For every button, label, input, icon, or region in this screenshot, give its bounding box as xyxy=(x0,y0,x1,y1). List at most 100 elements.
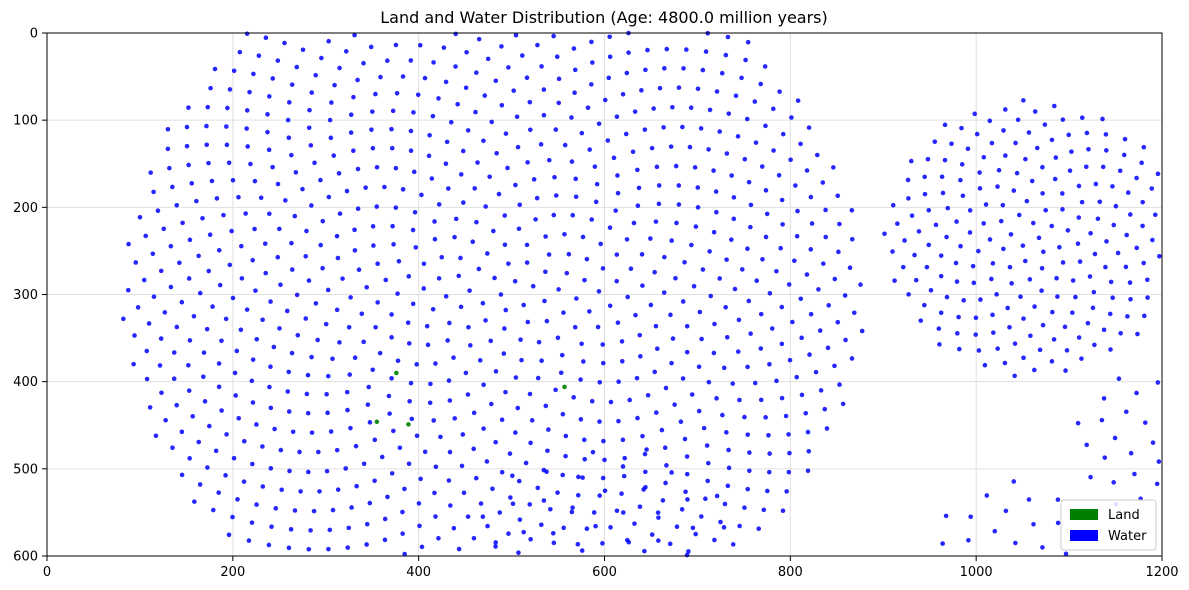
water-point xyxy=(236,194,241,200)
water-point xyxy=(706,460,711,466)
water-point xyxy=(686,549,691,554)
water-point xyxy=(1063,368,1068,373)
water-point xyxy=(254,502,259,507)
water-point xyxy=(251,71,256,77)
water-point xyxy=(639,252,645,257)
water-point xyxy=(722,501,728,507)
water-point xyxy=(780,131,786,137)
water-point xyxy=(680,376,686,381)
water-point xyxy=(596,289,602,294)
water-point xyxy=(584,526,590,532)
water-point xyxy=(1103,148,1109,153)
water-point xyxy=(400,187,406,192)
water-point xyxy=(554,54,560,60)
water-point xyxy=(418,476,423,482)
water-point xyxy=(729,237,734,242)
water-point xyxy=(780,222,785,227)
water-point xyxy=(1090,305,1096,311)
water-point xyxy=(711,168,716,173)
water-point xyxy=(491,228,496,234)
water-point xyxy=(786,282,792,287)
y-tick-label: 300 xyxy=(13,288,38,303)
y-tick-label: 100 xyxy=(13,114,38,129)
water-point xyxy=(335,255,341,261)
water-point xyxy=(278,447,284,453)
water-point xyxy=(1041,249,1046,255)
water-point xyxy=(374,204,380,209)
water-point xyxy=(823,234,829,240)
water-point xyxy=(499,44,504,49)
water-point xyxy=(798,141,803,147)
water-point xyxy=(347,372,353,377)
water-point xyxy=(746,298,752,304)
water-point xyxy=(1060,191,1065,196)
water-point xyxy=(1134,390,1139,396)
water-point xyxy=(487,174,492,180)
water-point xyxy=(968,514,974,520)
water-point xyxy=(270,164,275,170)
water-point xyxy=(640,283,645,288)
water-point xyxy=(448,503,453,508)
water-point xyxy=(606,75,612,81)
water-point xyxy=(1070,310,1075,315)
water-point xyxy=(890,249,895,254)
water-point xyxy=(364,542,369,547)
water-point xyxy=(517,202,523,208)
water-point xyxy=(1111,480,1116,485)
water-point xyxy=(645,47,650,53)
water-point xyxy=(456,546,462,552)
water-point xyxy=(556,100,562,106)
water-point xyxy=(843,337,848,343)
water-point xyxy=(348,295,353,300)
water-point xyxy=(632,109,638,114)
water-point xyxy=(580,234,586,240)
water-point xyxy=(593,523,598,529)
water-point xyxy=(779,395,785,401)
water-point xyxy=(578,417,584,422)
water-point xyxy=(991,330,996,335)
water-point xyxy=(725,34,731,40)
water-point xyxy=(506,65,511,70)
water-point xyxy=(337,211,343,216)
water-point xyxy=(689,242,694,248)
water-point xyxy=(244,307,250,312)
water-point xyxy=(533,217,538,222)
water-point xyxy=(476,266,482,272)
water-point xyxy=(432,236,438,242)
water-point xyxy=(597,493,602,498)
water-point xyxy=(730,542,736,547)
water-point xyxy=(387,411,392,416)
water-point xyxy=(640,433,645,439)
water-point xyxy=(1013,540,1018,546)
water-point xyxy=(267,211,272,217)
water-point xyxy=(649,532,655,537)
water-point xyxy=(275,254,281,260)
water-point xyxy=(546,252,552,257)
water-point xyxy=(696,364,702,370)
water-point xyxy=(814,152,820,158)
water-point xyxy=(1070,278,1076,283)
water-point xyxy=(598,241,603,247)
water-point xyxy=(926,242,932,248)
water-point xyxy=(1128,296,1133,302)
water-point xyxy=(696,408,702,414)
water-point xyxy=(499,103,505,108)
water-point xyxy=(1154,481,1160,487)
water-point xyxy=(695,185,701,190)
water-point xyxy=(313,72,318,78)
water-point xyxy=(163,417,168,423)
water-point xyxy=(717,276,722,281)
water-point xyxy=(287,468,292,474)
water-point xyxy=(766,432,771,438)
water-point xyxy=(474,70,479,75)
water-point xyxy=(271,344,277,350)
water-point xyxy=(1139,160,1144,166)
x-tick-label: 800 xyxy=(778,565,803,580)
water-point xyxy=(275,58,281,63)
water-point xyxy=(356,267,362,273)
water-point xyxy=(249,520,255,525)
water-point xyxy=(984,493,990,498)
water-point xyxy=(262,241,268,246)
water-point xyxy=(735,134,741,139)
water-point xyxy=(524,75,530,81)
